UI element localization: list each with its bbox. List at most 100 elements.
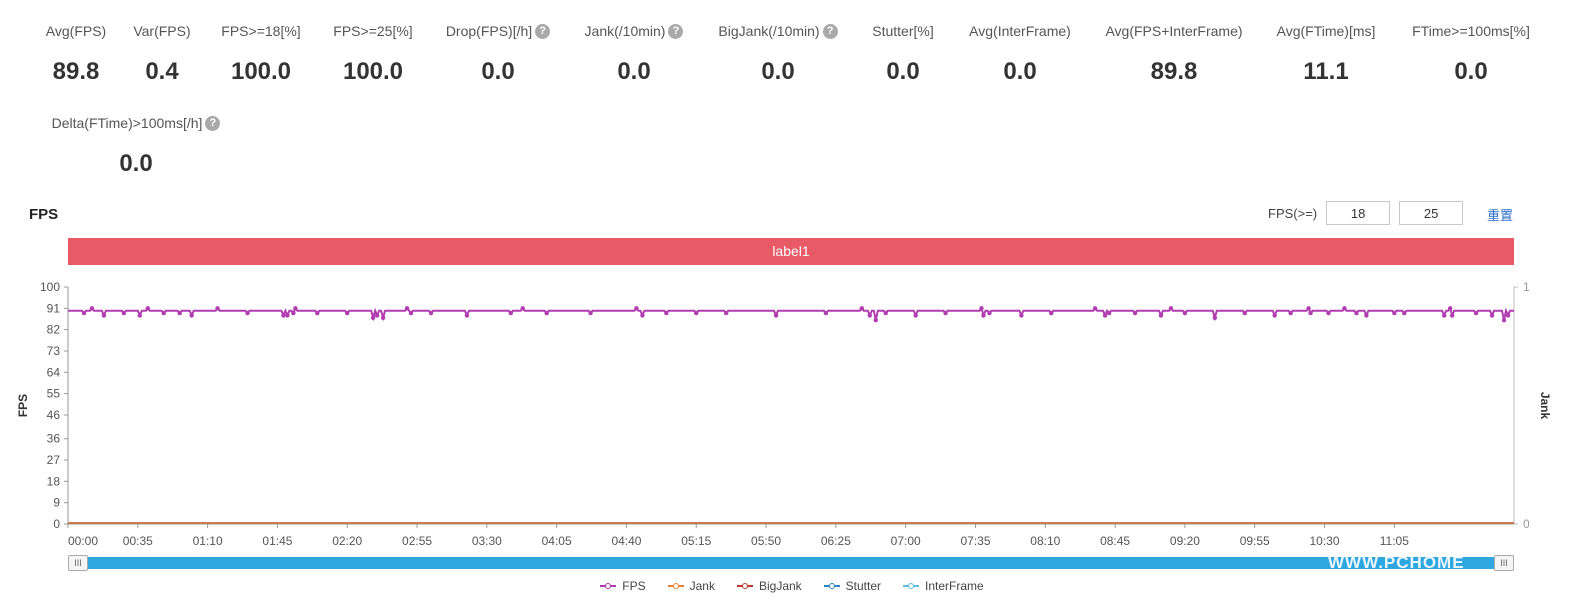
fps-data-point	[89, 306, 95, 311]
y-tick-label: 46	[47, 408, 61, 422]
fps-filter-label: FPS(>=)	[1268, 205, 1318, 221]
fps-data-point	[408, 310, 414, 316]
fps-data-point	[374, 313, 380, 318]
fps-data-point	[1441, 313, 1447, 318]
metric-label: Drop(FPS)[/h]?	[445, 20, 551, 42]
fps-line-chart[interactable]: 100 91 82 73 64 55 46 36 27 18 9 0 1 0 FPS Jank 00:00 00:…	[0, 270, 1584, 545]
legend-swatch-icon	[667, 581, 684, 591]
metric-label: BigJank(/10min)?	[718, 20, 838, 42]
fps-data-point	[1505, 313, 1511, 318]
legend-item-bigjank[interactable]: BigJank	[736, 579, 802, 593]
fps-data-point	[1342, 306, 1347, 311]
y-tick-label: 36	[47, 432, 61, 446]
legend-item-stutter[interactable]: Stutter	[823, 579, 882, 593]
metric-label-text: Avg(FPS)	[45, 23, 107, 39]
fps-data-point	[913, 313, 918, 318]
fps-data-point	[508, 310, 513, 316]
fps-data-point	[161, 310, 166, 316]
metric-label-text: Stutter[%]	[872, 23, 934, 39]
legend-item-fps[interactable]: FPS	[600, 579, 646, 593]
chart-title: FPS	[29, 206, 59, 223]
fps-data-point	[520, 306, 525, 311]
metric-label: FPS>=18[%]	[221, 20, 300, 42]
x-tick-label: 04:40	[611, 534, 641, 545]
fps-series-line	[68, 306, 1514, 322]
metric-value: 89.8	[52, 58, 100, 85]
fps-data-point	[145, 306, 150, 311]
metric-label-text: Avg(FTime)[ms]	[1276, 23, 1376, 39]
legend-item-jank[interactable]: Jank	[667, 579, 715, 593]
time-range-slider[interactable]: III III	[68, 555, 1514, 571]
metric-label-text: Drop(FPS)[/h]	[445, 23, 533, 39]
help-icon[interactable]: ?	[822, 23, 838, 39]
metric-label-text: FPS>=18[%]	[221, 23, 301, 39]
fps-data-point	[1019, 313, 1024, 318]
fps-threshold-input-1[interactable]	[1326, 201, 1391, 225]
legend-label: BigJank	[758, 579, 802, 593]
metric-label: FTime>=100ms[%]	[1412, 20, 1530, 42]
metric-value: 100.0	[342, 58, 404, 85]
metric-value: 0.0	[481, 58, 515, 85]
x-tick-label: 06:25	[821, 534, 851, 545]
fps-data-point	[189, 313, 194, 318]
help-icon[interactable]: ?	[668, 23, 684, 39]
fps-data-point	[428, 310, 434, 316]
fps-data-point	[101, 313, 107, 318]
fps-data-point	[979, 306, 984, 311]
fps-data-point	[823, 310, 829, 316]
fps-data-point	[281, 313, 286, 318]
fps-data-point	[1392, 310, 1397, 316]
fps-data-point	[137, 313, 143, 318]
fps-data-point	[1102, 313, 1108, 318]
legend-label: Jank	[689, 579, 715, 593]
metric-value: 0.0	[886, 58, 920, 85]
fps-data-point	[943, 310, 948, 316]
x-tick-label: 02:20	[332, 534, 362, 545]
metric-label-text: BigJank(/10min)	[718, 23, 820, 39]
y-axis-title: FPS	[16, 394, 30, 417]
metric-label: Avg(FTime)[ms]	[1277, 20, 1376, 42]
fps-data-point	[404, 306, 410, 311]
slider-handle-left[interactable]: III	[68, 555, 88, 571]
metric-label-text: Var(FPS)	[133, 23, 191, 39]
fps-data-point	[1473, 310, 1479, 316]
fps-data-point	[664, 310, 669, 316]
fps-data-point	[859, 306, 865, 311]
y-tick-label: 64	[47, 365, 61, 379]
fps-data-point	[883, 310, 888, 316]
label-band[interactable]: label1	[68, 238, 1514, 265]
metrics-row-1: Avg(FPS) 89.8 Var(FPS) 0.4 FPS>=18[%] 100.0 FP…	[0, 20, 1584, 110]
x-tick-label: 01:10	[193, 534, 223, 545]
reset-link[interactable]: 重置	[1487, 208, 1514, 223]
fps-data-point	[345, 310, 350, 316]
fps-data-point	[981, 313, 986, 318]
metric-label: FPS>=25[%]	[333, 20, 412, 42]
fps-data-point	[1447, 306, 1453, 311]
metric-card: Jank(/10min)? 0.0	[534, 20, 734, 86]
legend-item-interframe[interactable]: InterFrame	[903, 579, 984, 593]
slider-handle-right[interactable]: III	[1494, 555, 1514, 571]
metric-card: FPS>=25[%] 100.0	[273, 20, 473, 86]
metric-value: 0.0	[617, 58, 651, 85]
x-tick-label: 05:50	[751, 534, 781, 545]
legend-label: Stutter	[845, 579, 882, 593]
metric-label: Delta(FTime)>100ms[/h]?	[52, 112, 221, 134]
fps-data-point	[987, 310, 992, 316]
metric-value: 0.4	[145, 58, 179, 85]
metric-label: Avg(FPS+InterFrame)	[1105, 20, 1242, 42]
x-tick-label: 07:00	[891, 534, 921, 545]
y-tick-label: 73	[47, 344, 61, 358]
fps-threshold-input-2[interactable]	[1399, 201, 1464, 225]
fps-data-point	[215, 306, 220, 311]
fps-threshold-filter: FPS(>=)	[1268, 201, 1472, 225]
fps-data-point	[1288, 310, 1293, 316]
y-tick-label: 9	[53, 496, 60, 510]
help-icon[interactable]: ?	[205, 115, 221, 131]
metric-card: Var(FPS) 0.4	[62, 20, 262, 86]
metric-card: BigJank(/10min)? 0.0	[678, 20, 878, 86]
legend-swatch-icon	[903, 581, 920, 591]
slider-track[interactable]	[68, 557, 1514, 569]
help-icon[interactable]: ?	[535, 23, 551, 39]
metric-card: FTime>=100ms[%] 0.0	[1371, 20, 1571, 86]
x-tick-label: 05:15	[681, 534, 711, 545]
